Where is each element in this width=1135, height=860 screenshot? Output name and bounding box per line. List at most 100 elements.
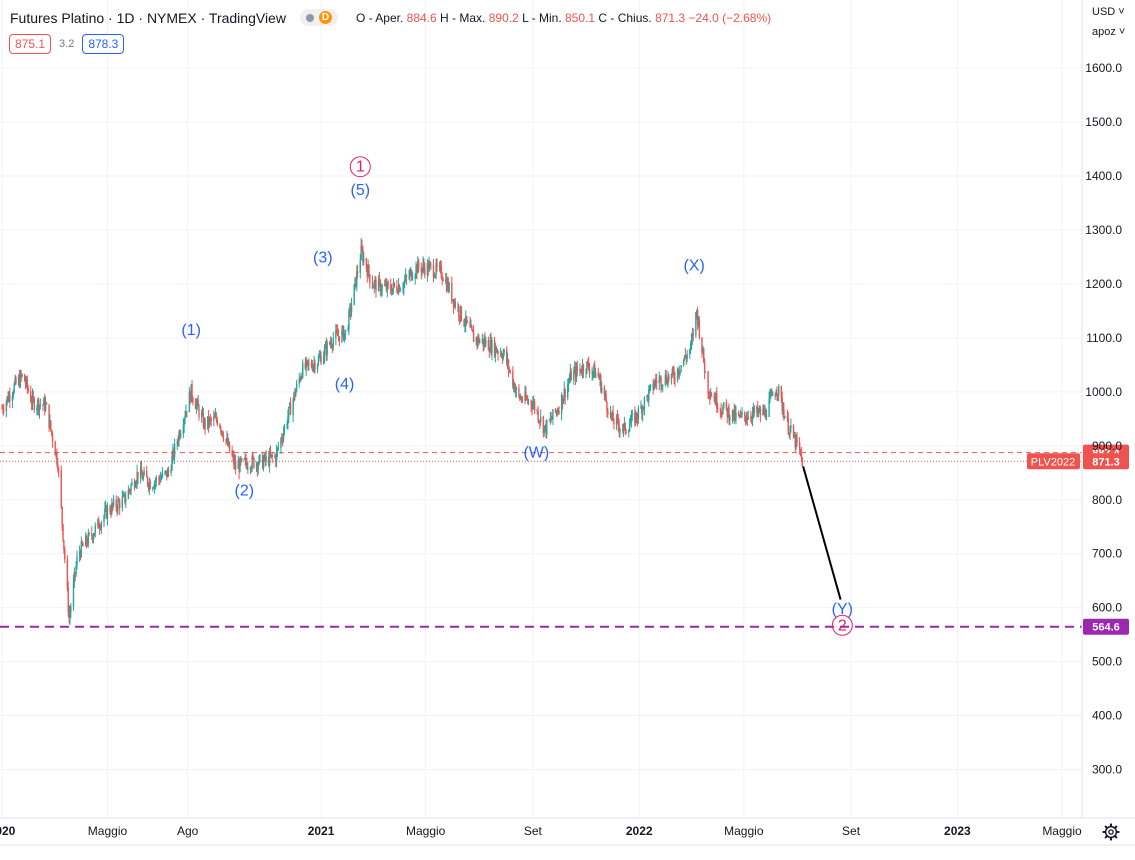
candle-body: [176, 441, 178, 444]
candle-body: [311, 366, 314, 370]
candle-body: [298, 378, 300, 384]
candle-body: [438, 265, 441, 268]
candle-body: [154, 481, 157, 483]
candle-body: [69, 612, 71, 619]
candle-body: [591, 372, 593, 374]
candle-body: [280, 438, 282, 448]
candle-body: [349, 307, 352, 313]
currency-selector[interactable]: USD ˅: [1092, 6, 1125, 18]
candle-body: [269, 452, 272, 456]
candle-body: [451, 299, 454, 301]
candle-body: [411, 278, 414, 280]
candle-body: [129, 490, 131, 492]
candle-body: [624, 422, 626, 433]
candle-body: [648, 389, 650, 401]
candle-body: [433, 276, 436, 278]
candle-body: [519, 397, 522, 400]
candle-body: [142, 475, 144, 480]
candle-body: [420, 268, 422, 273]
candle-body: [6, 396, 8, 402]
candle-body: [63, 540, 65, 550]
candle-body: [598, 375, 600, 380]
candle-body: [636, 418, 639, 420]
candle-body: [729, 417, 731, 421]
candle-body: [506, 360, 509, 364]
candle-body: [322, 356, 325, 364]
candle-body: [783, 409, 785, 419]
candle-body: [745, 418, 748, 421]
candle-body: [558, 410, 560, 414]
candle-body: [9, 394, 11, 401]
candle-body: [152, 487, 155, 489]
symbol-title[interactable]: Futures Platino · 1D · NYMEX · TradingVi…: [10, 9, 286, 26]
status-pill[interactable]: D: [299, 9, 338, 26]
candle-body: [133, 482, 136, 488]
market-status-icon: [305, 13, 314, 22]
candle-body: [332, 338, 334, 347]
candle-body: [331, 346, 334, 348]
candle-body: [617, 418, 619, 426]
candle-body: [299, 378, 301, 381]
wave-labels: (1) (2) (3) (4) (5) 1 (W) (X) (Y)2: [181, 156, 853, 636]
candle-body: [335, 330, 337, 339]
candle-body: [377, 278, 380, 292]
candle-body: [369, 274, 371, 283]
y-tick-label: 1500.0: [1085, 115, 1122, 129]
candle-body: [417, 261, 419, 274]
candle-body: [545, 424, 547, 434]
candle-body: [207, 416, 210, 426]
candle-body: [130, 485, 132, 491]
candle-body: [477, 336, 479, 343]
candle-body: [793, 435, 796, 438]
candle-body: [676, 368, 679, 381]
candle-body: [594, 365, 596, 378]
candle-body: [641, 406, 643, 415]
candle-body: [177, 441, 179, 443]
candle-body: [147, 484, 150, 489]
candle-body: [104, 508, 106, 517]
candle-body: [57, 469, 60, 471]
candle-body: [392, 282, 395, 289]
candle-body: [289, 403, 292, 415]
candle-body: [422, 263, 424, 269]
y-tick-label: 1000.0: [1085, 385, 1122, 399]
buy-price-button[interactable]: 878.3: [82, 34, 125, 54]
candle-body: [155, 477, 157, 482]
candle-body: [594, 372, 597, 378]
candle-body: [623, 422, 626, 425]
candle-body: [799, 449, 802, 455]
candle-body: [439, 265, 442, 267]
ohlc-legend: O - Aper. 884.6 H - Max. 890.2 L - Min. …: [356, 11, 771, 25]
candle-body: [570, 371, 572, 381]
candle-body: [607, 410, 609, 415]
candle-body: [411, 270, 413, 280]
candle-body: [579, 368, 581, 371]
candle-body: [359, 259, 361, 273]
candle-body: [127, 489, 130, 499]
candle-body: [777, 393, 779, 395]
candle-body: [429, 263, 431, 265]
candle-body: [286, 424, 288, 426]
candle-body: [397, 291, 399, 294]
candle-body: [384, 284, 387, 286]
candle-body: [121, 497, 123, 509]
candle-body: [316, 364, 319, 370]
candle-body: [203, 419, 205, 427]
wave-degree-circle: [349, 156, 371, 178]
price-level-label: 564.6: [1092, 622, 1120, 634]
candle-body: [563, 388, 565, 399]
candle-body: [692, 333, 694, 336]
sell-price-button[interactable]: 875.1: [9, 34, 52, 54]
candle-body: [159, 478, 162, 482]
candle-body: [587, 361, 589, 363]
scale-mode-selector[interactable]: apoz ˅: [1092, 26, 1125, 38]
candle-body: [30, 401, 33, 404]
candle-body: [251, 455, 253, 468]
candle-body: [207, 416, 209, 428]
wave-label: (Y): [832, 601, 853, 618]
gear-icon[interactable]: [1102, 823, 1120, 841]
candle-body: [396, 285, 398, 292]
candle-body: [100, 522, 103, 529]
candle-body: [379, 280, 382, 292]
